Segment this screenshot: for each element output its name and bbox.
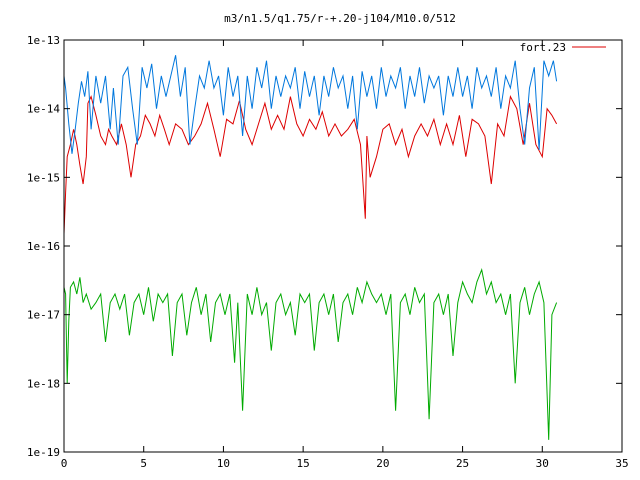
legend: fort.23 [520, 41, 606, 54]
y-tick-label: 1e-15 [27, 171, 60, 184]
x-tick-label: 10 [217, 457, 230, 470]
series-line-3 [63, 268, 558, 440]
x-tick-label: 0 [61, 457, 68, 470]
y-tick-label: 1e-17 [27, 309, 60, 322]
series-layer [63, 55, 558, 440]
y-tick-label: 1e-19 [27, 446, 60, 459]
x-tick-label: 5 [140, 457, 147, 470]
y-tick-label: 1e-13 [27, 34, 60, 47]
series-line-2 [63, 55, 558, 154]
y-tick-label: 1e-14 [27, 103, 60, 116]
y-tick-label: 1e-18 [27, 377, 60, 390]
chart-title: m3/n1.5/q1.75/r-+.20-j104/M10.0/512 [224, 12, 456, 25]
legend-label-fort23: fort.23 [520, 41, 566, 54]
y-tick-label: 1e-16 [27, 240, 60, 253]
x-tick-label: 25 [456, 457, 469, 470]
x-tick-label: 20 [376, 457, 389, 470]
series-line-1 [63, 95, 558, 234]
x-tick-label: 15 [297, 457, 310, 470]
x-tick-label: 35 [615, 457, 628, 470]
x-tick-label: 30 [536, 457, 549, 470]
axes-layer: 0 5 10 15 20 25 30 35 1e-19 1e-18 1e-17 1e-16 1e-15 1… [27, 34, 629, 470]
